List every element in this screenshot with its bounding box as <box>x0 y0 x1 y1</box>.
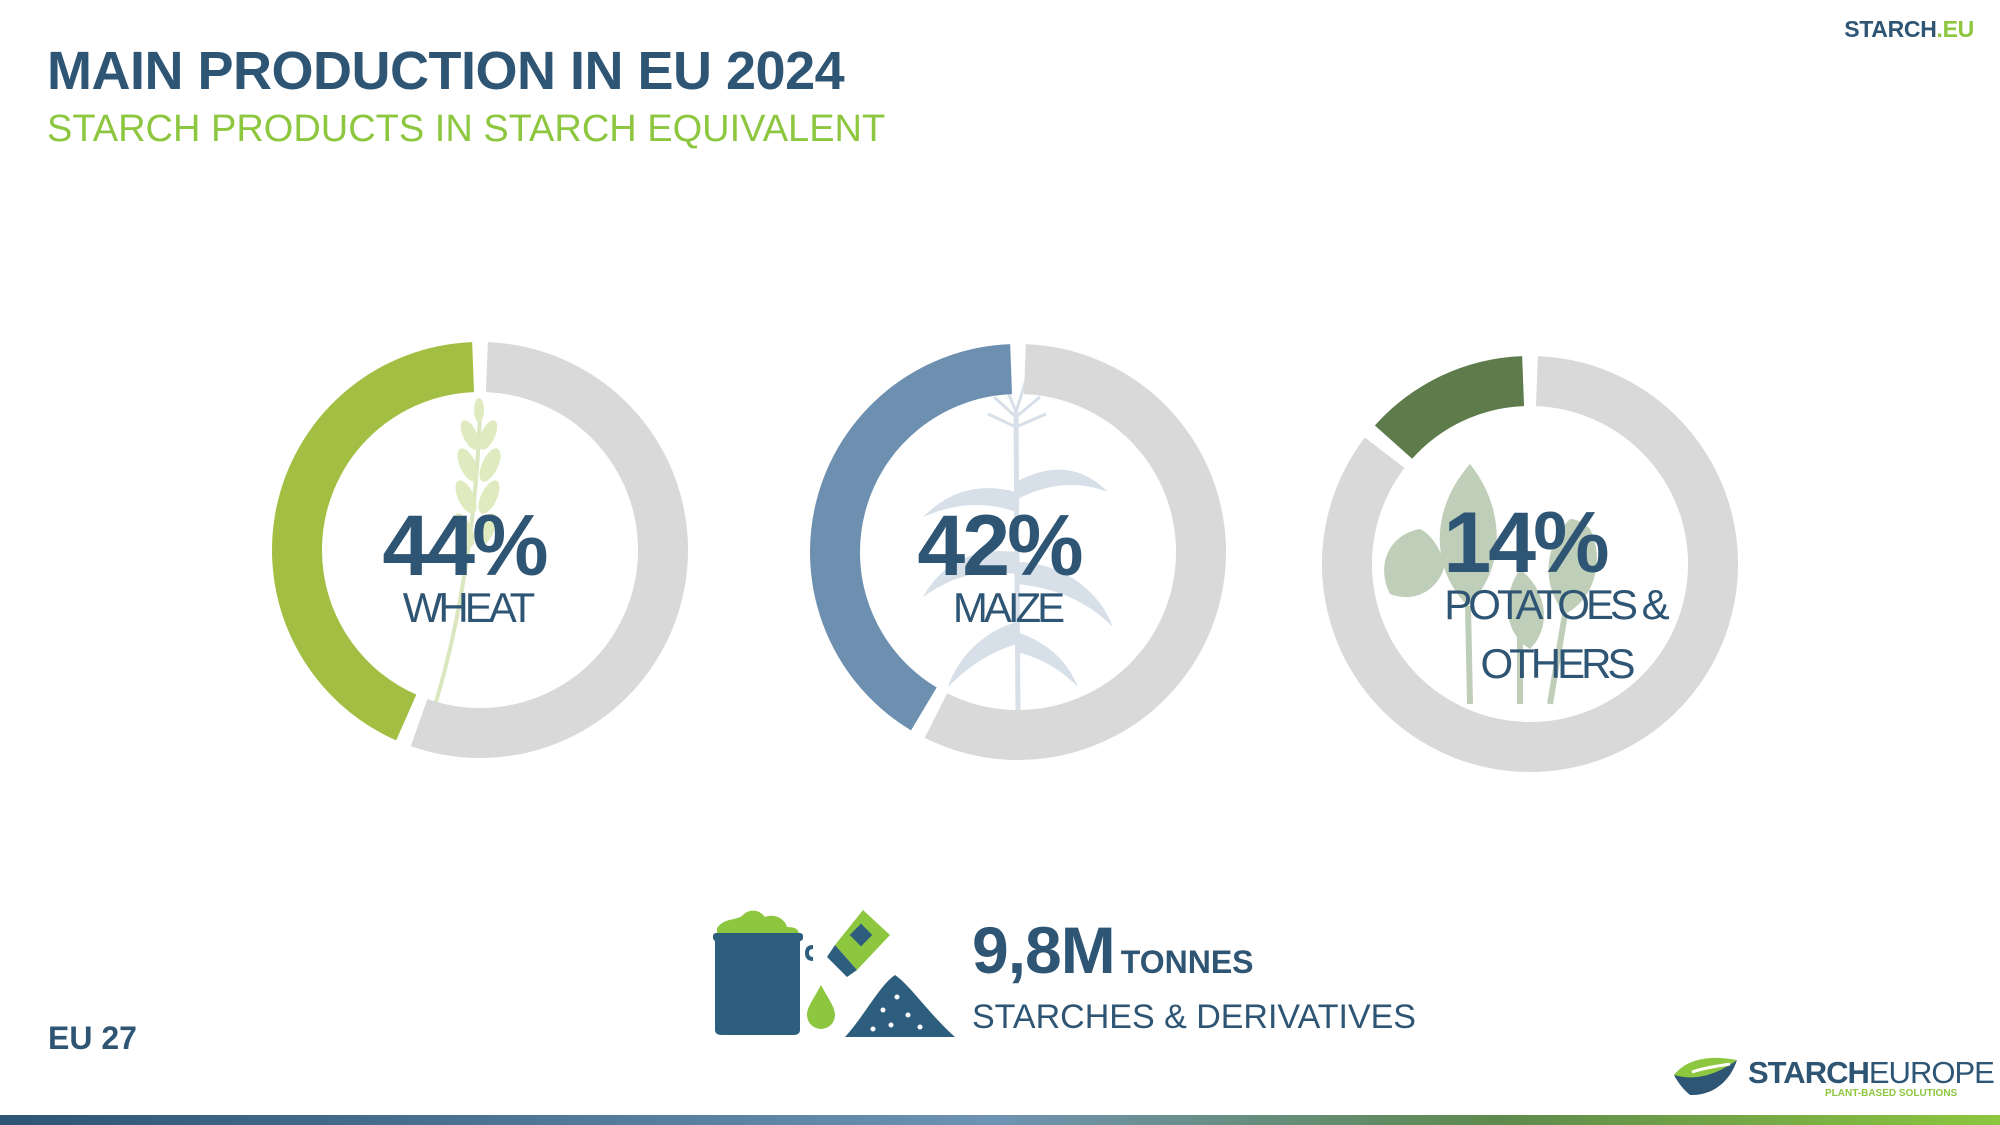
brand-bold: STARCH <box>1748 1055 1870 1090</box>
region-label: EU 27 <box>48 1020 137 1056</box>
powder-pile-icon <box>845 975 955 1037</box>
squeeze-bottle-icon <box>804 910 890 977</box>
donut-ring <box>272 342 688 758</box>
donut-chart-potatoes: 14% POTATOES & OTHERS <box>1320 354 1740 774</box>
donut-chart-maize: 42% MAIZE <box>808 342 1228 762</box>
donut-slice-remainder <box>924 344 1226 760</box>
total-unit: TONNES <box>1120 944 1254 980</box>
brand-tagline: PLANT-BASED SOLUTIONS <box>1825 1088 1958 1099</box>
brand-thin: EUROPE <box>1868 1055 1995 1090</box>
starch-europe-logo-icon <box>1672 1050 1742 1105</box>
wheat-icon <box>433 398 501 706</box>
starch-sack-icon <box>713 910 803 1035</box>
donut-slice-value <box>1374 356 1525 460</box>
drop-icon <box>807 985 835 1029</box>
category-label-line-2: OTHERS <box>1480 640 1634 687</box>
summary-icons <box>705 905 965 1050</box>
site-ext: .EU <box>1936 16 1975 42</box>
total-production: 9,8M TONNES <box>972 912 1254 988</box>
footer-bar <box>0 1115 2000 1125</box>
donut-ring <box>1322 356 1738 772</box>
category-label-line-1: POTATOES & <box>1444 581 1669 628</box>
percentage-label: 14% <box>1443 495 1608 591</box>
percentage-label: 42% <box>917 498 1082 594</box>
category-label: WHEAT <box>403 584 535 631</box>
percentage-label: 44% <box>382 498 547 594</box>
donut-ring <box>810 344 1226 760</box>
page-title: MAIN PRODUCTION IN EU 2024 <box>47 41 845 101</box>
site-link[interactable]: STARCH.EU <box>1844 16 1974 43</box>
brand-name: STARCHEUROPE <box>1748 1055 1995 1091</box>
total-value: 9,8M <box>972 913 1116 987</box>
page-subtitle: STARCH PRODUCTS IN STARCH EQUIVALENT <box>47 108 886 150</box>
donut-slice-value <box>272 342 475 741</box>
maize-icon <box>923 379 1113 718</box>
potato-plant-icon <box>1384 464 1597 705</box>
donut-slice-remainder <box>410 342 688 758</box>
category-label: MAIZE <box>953 584 1064 631</box>
donut-chart-wheat: 44% WHEAT <box>270 340 690 760</box>
donut-slice-remainder <box>1322 356 1738 772</box>
total-description: STARCHES & DERIVATIVES <box>972 998 1416 1036</box>
site-name: STARCH <box>1844 16 1937 42</box>
donut-slice-value <box>810 344 1013 731</box>
